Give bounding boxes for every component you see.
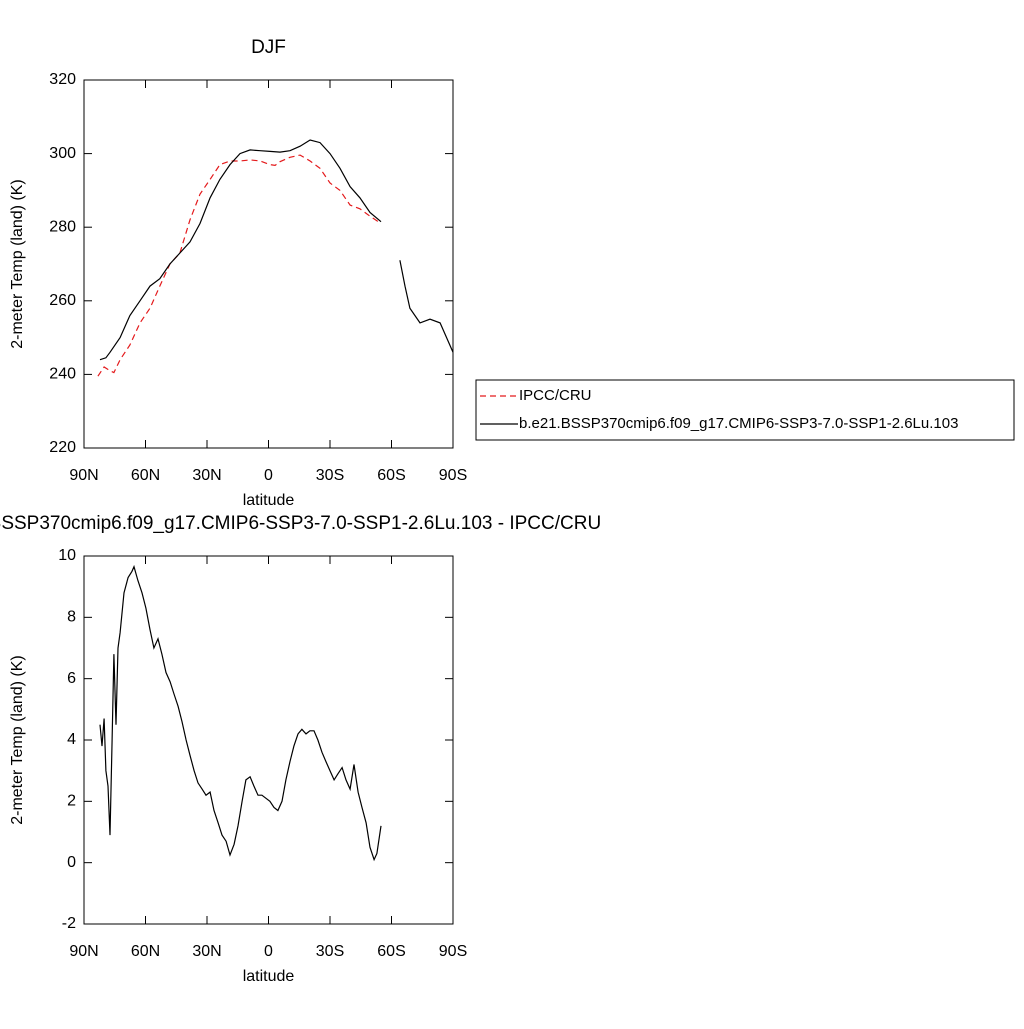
x-tick-label: 30S [316,943,344,960]
plot-frame [83,555,454,925]
legend-label: b.e21.BSSP370cmip6.f09_g17.CMIP6-SSP3-7.… [519,415,958,432]
y-tick-label: 6 [67,670,76,687]
data-line [99,139,454,361]
y-tick-label: 2 [67,793,76,810]
y-tick-label: 4 [67,731,76,748]
x-tick-label: 90S [439,467,467,484]
y-axis-label: 2-meter Temp (land) (K) [9,179,26,349]
plot-frame [83,79,454,449]
x-tick-label: 90N [69,467,98,484]
x-tick-label: 0 [264,467,273,484]
data-line [97,154,382,377]
y-axis-label: 2-meter Temp (land) (K) [9,655,26,825]
x-axis-label: latitude [243,968,295,985]
y-tick-label: 280 [49,218,76,235]
x-tick-label: 0 [264,943,273,960]
chart-title: b.e21.BSSP370cmip6.f09_g17.CMIP6-SSP3-7.… [0,513,601,534]
x-tick-label: 30N [192,943,221,960]
y-tick-label: 300 [49,145,76,162]
x-tick-label: 60N [131,943,160,960]
y-tick-label: -2 [62,915,76,932]
y-tick-label: 320 [49,71,76,88]
x-tick-label: 30S [316,467,344,484]
legend-label: IPCC/CRU [519,387,592,404]
x-tick-label: 90S [439,943,467,960]
data-line [99,564,382,862]
x-axis-label: latitude [243,492,295,509]
x-tick-label: 60S [377,467,405,484]
y-tick-label: 8 [67,609,76,626]
legend-box [475,379,1015,441]
y-tick-label: 10 [58,547,76,564]
x-tick-label: 30N [192,467,221,484]
x-tick-label: 90N [69,943,98,960]
y-tick-label: 260 [49,292,76,309]
y-tick-label: 220 [49,439,76,456]
y-tick-label: 0 [67,854,76,871]
x-tick-label: 60S [377,943,405,960]
y-tick-label: 240 [49,366,76,383]
x-tick-label: 60N [131,467,160,484]
chart-title: DJF [251,37,286,58]
